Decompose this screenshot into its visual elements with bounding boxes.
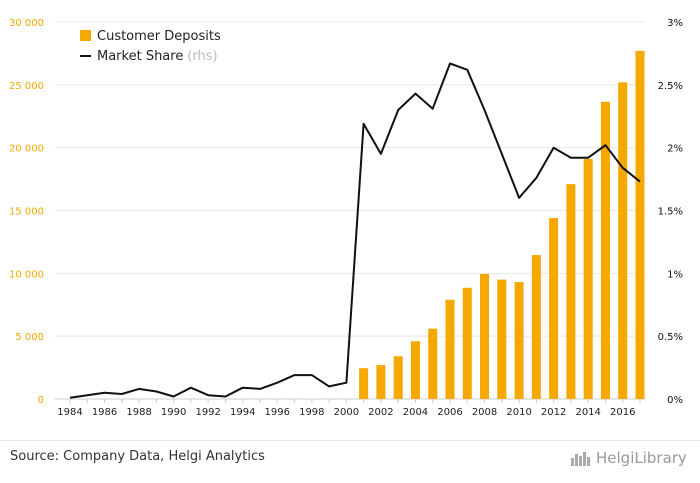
- deposit-bar: [600, 101, 610, 399]
- right-tick-label: 0%: [667, 395, 683, 406]
- right-tick-label: 1%: [667, 269, 683, 280]
- deposit-bar: [497, 279, 507, 399]
- x-tick-label: 2010: [506, 407, 531, 418]
- legend-label-market-share-suffix: (rhs): [187, 49, 217, 64]
- deposit-bar: [635, 50, 645, 400]
- x-tick-label: 1998: [299, 407, 324, 418]
- left-tick-label: 15 000: [9, 207, 44, 218]
- footer-divider: [0, 440, 700, 441]
- right-tick-label: 1.5%: [658, 207, 683, 218]
- legend-label-market-share: Market Share (rhs): [97, 49, 218, 64]
- left-tick-label: 10 000: [9, 269, 44, 280]
- x-tick-label: 2014: [575, 407, 600, 418]
- x-axis: 1984 1986 1988 1990 1992 1994 1996 1998 2000 2002…: [55, 398, 645, 418]
- right-tick-label: 2%: [667, 144, 683, 155]
- x-tick-label: 2006: [437, 407, 462, 418]
- x-tick-label: 2004: [403, 407, 428, 418]
- x-tick-label: 2002: [368, 407, 393, 418]
- x-tick-label: 2008: [472, 407, 497, 418]
- deposit-bar: [566, 184, 576, 399]
- x-tick-label: 1984: [57, 407, 82, 418]
- right-tick-label: 3%: [667, 18, 683, 29]
- legend-swatch-deposits: [80, 30, 91, 41]
- left-tick-label: 30 000: [9, 18, 44, 29]
- x-tick-label: 1990: [161, 407, 186, 418]
- deposit-bar: [462, 287, 472, 399]
- x-tick-label: 1994: [230, 407, 255, 418]
- legend: Customer Deposits Market Share (rhs): [80, 29, 221, 64]
- left-y-axis: 0 5 000 10 000 15 000 20 000 25 000 30 000: [9, 18, 44, 406]
- deposit-bar: [514, 282, 524, 399]
- deposit-bar: [376, 365, 386, 399]
- left-tick-label: 5 000: [15, 332, 44, 343]
- deposit-bars: [359, 50, 645, 400]
- left-tick-label: 0: [38, 395, 44, 406]
- deposit-bar: [480, 273, 490, 399]
- market-share-polyline: [69, 62, 641, 399]
- left-tick-label: 20 000: [9, 144, 44, 155]
- deposit-bar: [549, 218, 559, 399]
- right-tick-label: 0.5%: [658, 332, 683, 343]
- legend-label-market-share-name: Market Share: [97, 49, 183, 64]
- x-tick-label: 1996: [265, 407, 290, 418]
- right-y-axis: 0% 0.5% 1% 1.5% 2% 2.5% 3%: [658, 18, 683, 406]
- right-tick-label: 2.5%: [658, 81, 683, 92]
- deposit-bar: [410, 341, 420, 399]
- library-icon: [571, 452, 590, 466]
- x-tick-label: 1988: [126, 407, 151, 418]
- deposit-bar: [583, 158, 593, 399]
- x-tick-label: 1992: [195, 407, 220, 418]
- brand-logo[interactable]: HelgiLibrary: [570, 449, 687, 467]
- left-tick-label: 25 000: [9, 81, 44, 92]
- deposit-bar: [428, 328, 438, 399]
- deposit-bar: [618, 82, 628, 399]
- deposit-bar: [445, 299, 455, 399]
- deposit-bar: [359, 368, 369, 399]
- source-note: Source: Company Data, Helgi Analytics: [10, 449, 265, 464]
- x-tick-label: 2012: [541, 407, 566, 418]
- legend-label-deposits: Customer Deposits: [97, 29, 221, 44]
- x-tick-label: 1986: [92, 407, 117, 418]
- grid: [55, 21, 645, 400]
- brand-name: HelgiLibrary: [596, 449, 687, 467]
- market-share-line: [69, 62, 641, 399]
- x-tick-label: 2016: [610, 407, 635, 418]
- x-tick-label: 2000: [334, 407, 359, 418]
- deposit-bar: [531, 255, 541, 399]
- deposit-bar: [393, 356, 403, 399]
